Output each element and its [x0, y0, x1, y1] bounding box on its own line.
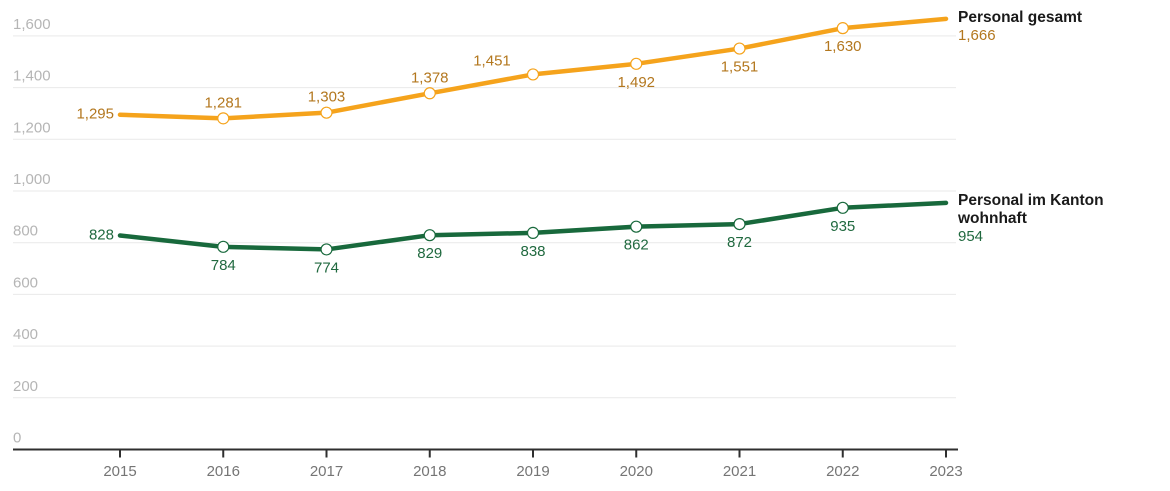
data-point-marker[interactable] — [217, 112, 230, 125]
data-point-marker[interactable] — [836, 201, 849, 214]
legend-label: Personal gesamt — [958, 9, 1083, 26]
y-axis-tick-label: 600 — [13, 274, 38, 291]
data-point-label: 829 — [417, 245, 442, 262]
data-point-label: 838 — [520, 243, 545, 260]
data-point-marker[interactable] — [733, 217, 746, 231]
y-axis-tick-label: 400 — [13, 326, 38, 343]
legend-final-value: 1,666 — [958, 27, 996, 44]
data-point-marker[interactable] — [630, 57, 643, 70]
data-point-marker[interactable] — [217, 240, 230, 253]
legend-item-personal-gesamt: Personal gesamt 1,666 — [958, 9, 1108, 45]
data-point-label: 1,630 — [824, 38, 862, 55]
y-axis-tick-label: 1,600 — [13, 16, 51, 33]
data-point-label: 872 — [727, 234, 752, 251]
data-point-label: 774 — [314, 259, 339, 276]
legend-label: Personal im Kanton wohnhaft — [958, 192, 1104, 227]
data-point-marker[interactable] — [320, 106, 333, 119]
data-point-label: 1,492 — [617, 74, 655, 91]
x-axis-tick-label: 2023 — [929, 463, 962, 480]
x-axis-tick-label: 2015 — [103, 463, 136, 480]
data-point-marker[interactable] — [836, 22, 849, 35]
x-axis-tick-label: 2017 — [310, 463, 343, 480]
data-point-marker[interactable] — [526, 226, 540, 239]
y-axis-tick-label: 1,400 — [13, 68, 51, 85]
data-point-label: 1,281 — [204, 94, 242, 111]
data-point-marker[interactable] — [423, 229, 436, 242]
data-point-label: 1,551 — [721, 59, 759, 76]
data-point-marker[interactable] — [526, 68, 540, 81]
x-axis-tick-label: 2016 — [207, 463, 240, 480]
x-axis-tick-label: 2022 — [826, 463, 859, 480]
data-point-marker[interactable] — [733, 42, 746, 55]
data-point-label: 862 — [624, 237, 649, 254]
data-point-label: 1,303 — [308, 89, 346, 106]
data-point-label: 1,451 — [473, 52, 511, 69]
x-axis-tick-label: 2020 — [620, 463, 653, 480]
data-point-marker[interactable] — [630, 220, 643, 233]
x-axis-tick-label: 2021 — [723, 463, 756, 480]
y-axis-tick-label: 0 — [13, 430, 21, 447]
y-axis-tick-label: 1,200 — [13, 119, 51, 136]
data-point-label: 784 — [211, 257, 236, 274]
y-axis-tick-label: 200 — [13, 378, 38, 395]
legend-final-value: 954 — [958, 228, 984, 245]
legend-item-personal-im-kanton-wohnhaft: Personal im Kanton wohnhaft 954 — [958, 192, 1108, 246]
x-axis-tick-label: 2019 — [516, 463, 549, 480]
data-point-marker[interactable] — [320, 243, 333, 256]
data-point-label: 828 — [89, 226, 114, 243]
y-axis-tick-label: 1,000 — [13, 171, 51, 188]
data-point-label: 935 — [830, 218, 855, 235]
data-point-label: 1,295 — [76, 106, 114, 123]
data-point-label: 1,378 — [411, 69, 449, 86]
y-axis-tick-label: 800 — [13, 223, 38, 240]
data-point-marker[interactable] — [423, 87, 436, 100]
x-axis-tick-label: 2018 — [413, 463, 446, 480]
